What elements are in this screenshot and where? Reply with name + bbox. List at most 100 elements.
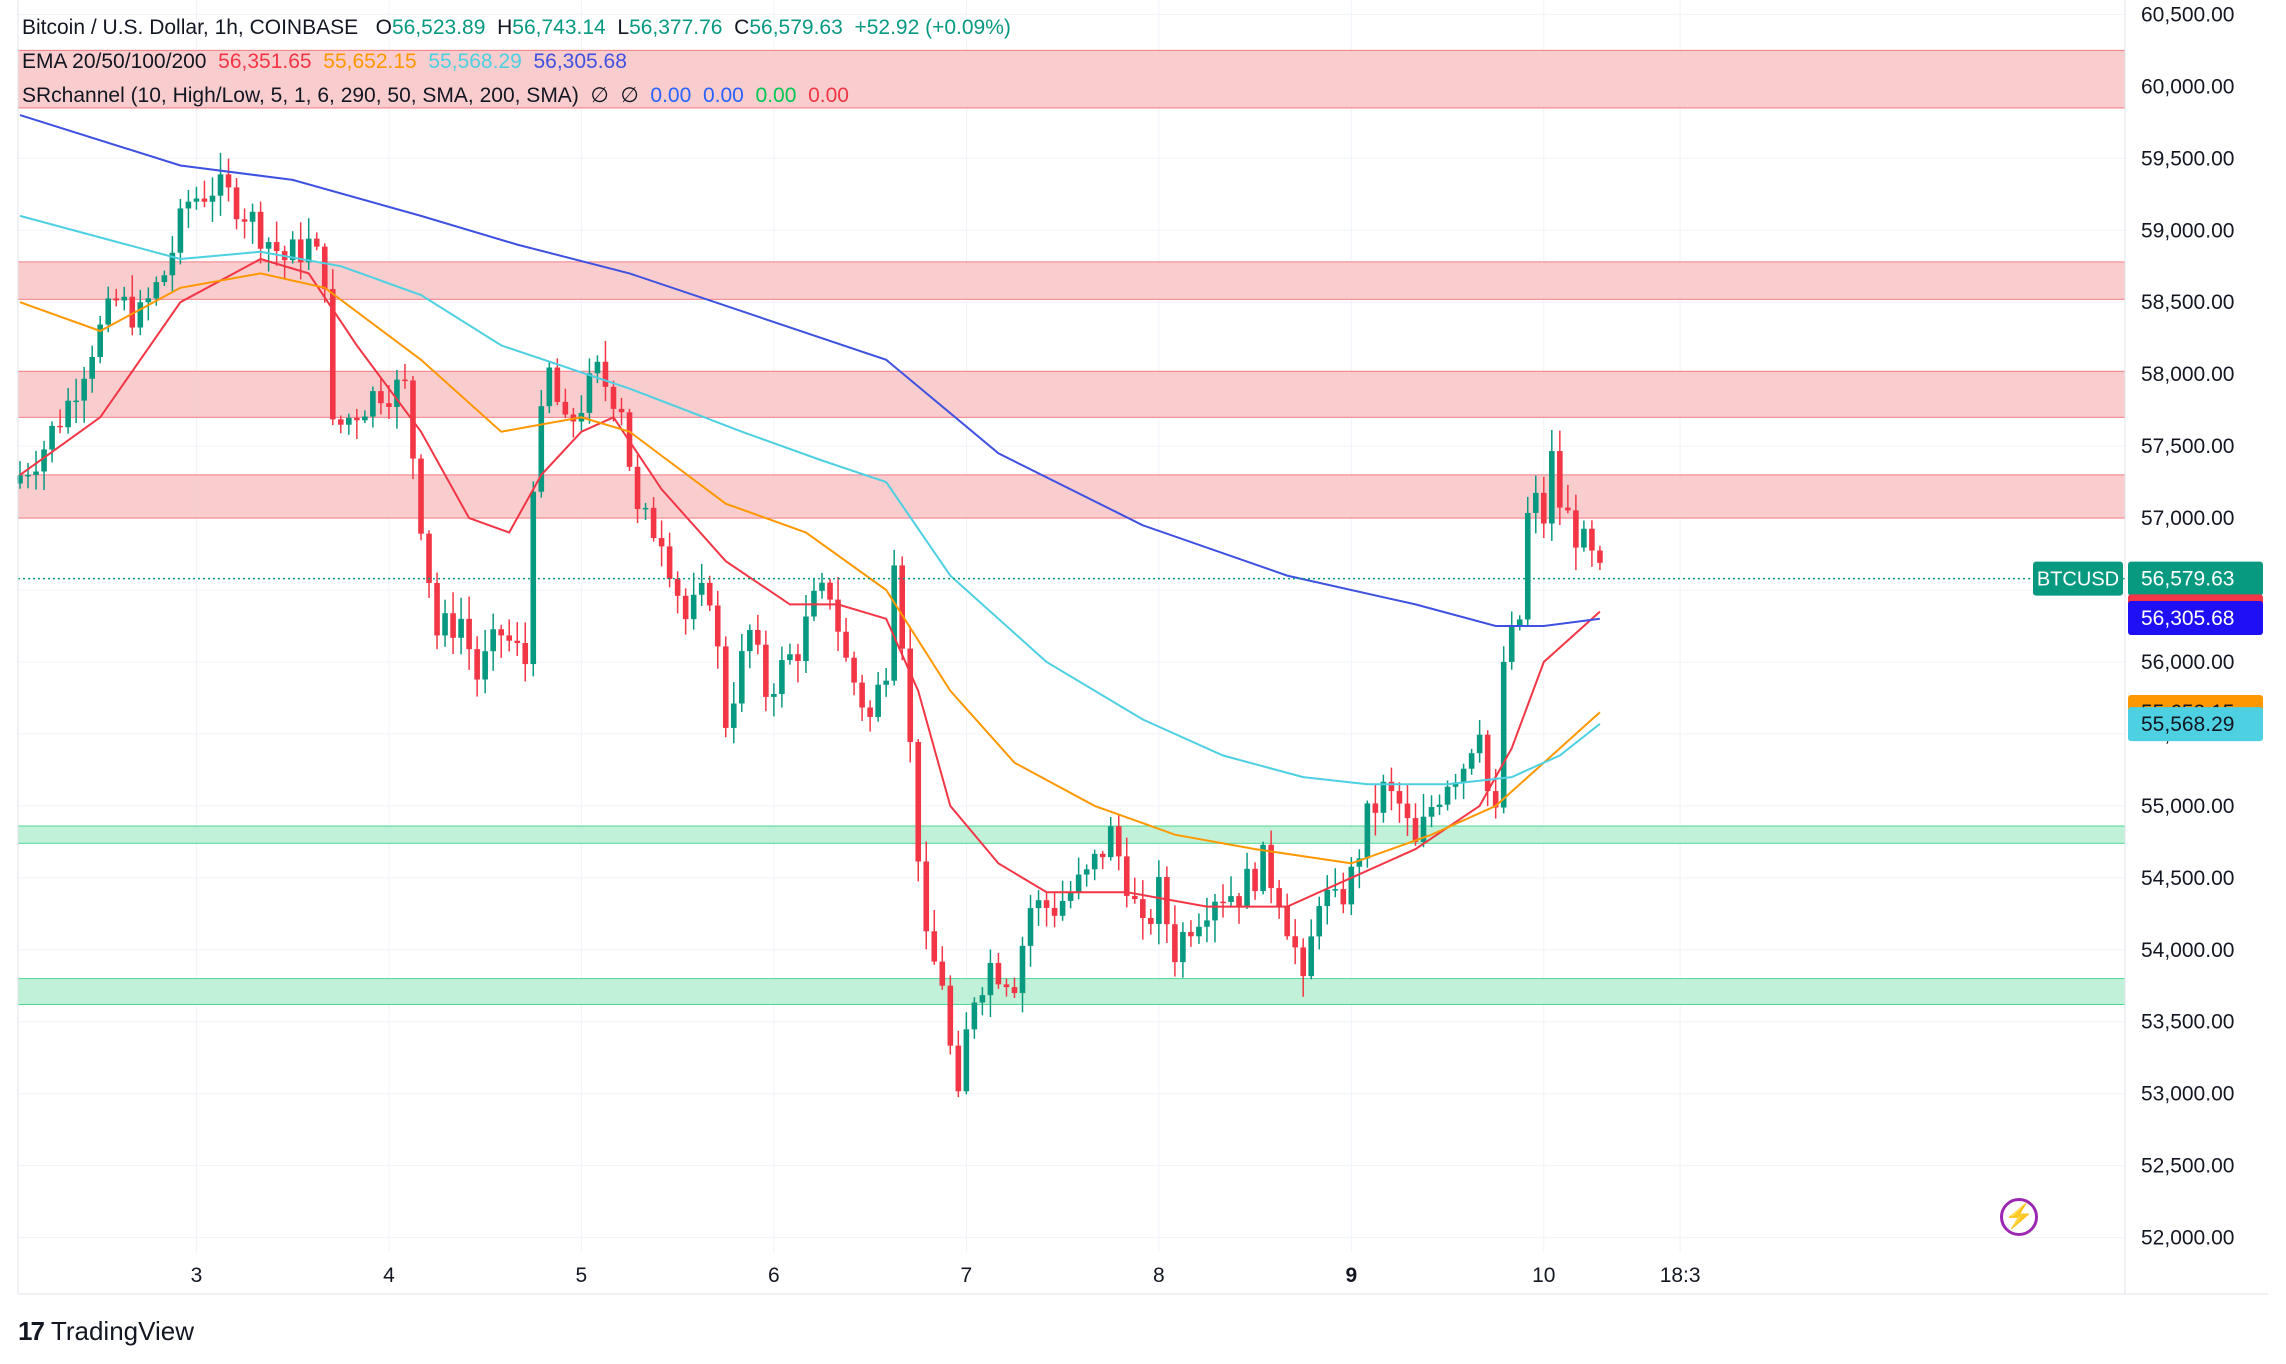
- candle-body: [370, 391, 376, 417]
- candle: [891, 550, 897, 686]
- candle-body: [169, 252, 176, 276]
- candle-body: [915, 741, 922, 862]
- candle: [1468, 748, 1475, 775]
- candle: [434, 572, 440, 650]
- candle: [634, 454, 641, 524]
- ema-line-ema-20: [19, 257, 1601, 908]
- candle: [1035, 890, 1042, 926]
- candle: [1460, 763, 1467, 800]
- open-value: 56,523.89: [391, 16, 486, 39]
- support-zone: [17, 825, 2126, 844]
- candle-body: [995, 962, 1002, 985]
- srchannel-value-4: 0.00: [808, 84, 849, 107]
- candle: [522, 622, 529, 682]
- lightning-bolt-icon[interactable]: ⚡: [2000, 1198, 2038, 1236]
- candle: [105, 286, 112, 333]
- candle: [1123, 837, 1130, 908]
- time-axis-label: 6: [768, 1264, 780, 1287]
- grid: [18, 0, 2125, 1252]
- candle: [193, 186, 200, 210]
- candle: [1236, 892, 1242, 924]
- candle-body: [1549, 451, 1555, 524]
- price-axis-label: 58,000.00: [2141, 363, 2234, 386]
- ema-legend[interactable]: EMA 20/50/100/200 56,351.65 55,652.15 55…: [22, 48, 627, 76]
- candle-body: [346, 417, 352, 425]
- candle-body: [265, 242, 272, 249]
- candle: [1332, 868, 1339, 898]
- price-axis: 52,000.00 52,500.00 53,000.00 53,500.00 54,0…: [2141, 3, 2234, 1249]
- candle-body: [153, 282, 160, 299]
- candle-body: [1436, 804, 1443, 808]
- time-axis-label: 7: [961, 1264, 973, 1287]
- candle: [1348, 856, 1355, 916]
- candle-body: [971, 1002, 978, 1030]
- candle: [618, 397, 625, 426]
- candle-body: [875, 684, 881, 717]
- candle-body: [1003, 984, 1010, 988]
- candle: [1019, 936, 1026, 1013]
- candle: [1524, 496, 1531, 627]
- candle-body: [1043, 900, 1050, 908]
- candle: [169, 236, 176, 292]
- candle: [1067, 881, 1074, 909]
- candle-body: [843, 631, 849, 658]
- price-tag-bg: [2128, 600, 2263, 635]
- candle: [1372, 783, 1379, 836]
- candle: [1252, 862, 1258, 900]
- candle-body: [1452, 782, 1459, 787]
- candle-body: [217, 174, 224, 196]
- symbol-ohlc-legend: Bitcoin / U.S. Dollar, 1h, COINBASE O56,…: [22, 14, 1011, 42]
- candle-body: [1356, 858, 1363, 867]
- candle: [225, 158, 232, 202]
- tradingview-logo[interactable]: 17 TradingView: [18, 1316, 194, 1347]
- candle-body: [1091, 853, 1098, 870]
- candle: [1107, 816, 1114, 861]
- candle: [474, 636, 480, 697]
- candle-body: [442, 613, 448, 636]
- candle-body: [650, 507, 657, 539]
- candle: [458, 597, 464, 655]
- candle: [1043, 892, 1050, 927]
- candle-body: [554, 367, 561, 402]
- candle: [498, 624, 504, 658]
- low-label: L: [617, 16, 630, 39]
- candle-body: [394, 379, 400, 407]
- candle-body: [803, 616, 809, 661]
- candle: [217, 152, 224, 216]
- candle-body: [1573, 510, 1579, 548]
- candle-body: [1380, 781, 1387, 813]
- candle: [915, 739, 922, 882]
- candle: [1541, 476, 1547, 538]
- candle-body: [313, 238, 320, 247]
- candle-body: [249, 211, 256, 222]
- candle: [121, 286, 128, 311]
- candle-body: [594, 361, 601, 374]
- time-axis-label: 3: [191, 1264, 203, 1287]
- candle: [1244, 852, 1250, 909]
- candle: [185, 189, 192, 229]
- candle: [1404, 783, 1411, 837]
- candle: [506, 619, 513, 652]
- candle: [1412, 803, 1419, 846]
- candle-body: [763, 644, 769, 697]
- candle: [843, 617, 849, 662]
- candle-body: [1348, 866, 1355, 905]
- low-value: 56,377.76: [629, 16, 723, 39]
- candle: [1059, 880, 1066, 921]
- candle: [1083, 864, 1090, 887]
- candle-body: [241, 219, 248, 222]
- candle: [1115, 814, 1122, 871]
- candle-body: [1420, 816, 1427, 843]
- candle: [1220, 884, 1226, 918]
- srchannel-legend[interactable]: SRchannel (10, High/Low, 5, 1, 6, 290, 5…: [22, 82, 849, 110]
- candle: [787, 643, 793, 665]
- candle: [57, 409, 63, 434]
- candle: [338, 415, 344, 434]
- candle-body: [1164, 877, 1170, 925]
- candle-body: [121, 296, 128, 301]
- candle: [803, 594, 809, 673]
- candle-body: [1412, 818, 1419, 843]
- ema-label: EMA 20/50/100/200: [22, 50, 207, 73]
- candle: [1051, 892, 1058, 928]
